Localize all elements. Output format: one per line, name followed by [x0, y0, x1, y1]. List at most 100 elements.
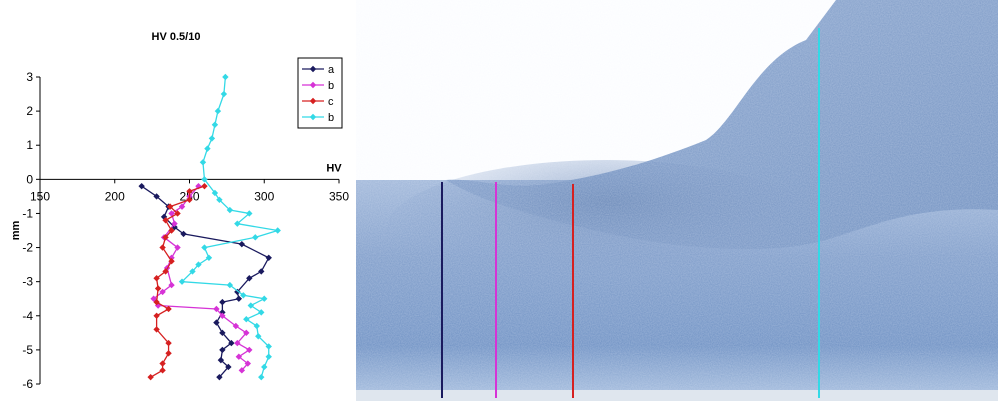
data-point: [178, 203, 186, 210]
series-4: [178, 73, 281, 381]
surface-texture: [356, 0, 998, 401]
data-point: [258, 373, 265, 381]
data-point: [219, 298, 226, 306]
legend-label: b: [328, 80, 334, 92]
data-point: [222, 73, 229, 81]
data-point: [165, 350, 172, 357]
indent-lines: [441, 28, 820, 398]
data-point: [247, 302, 254, 309]
legend-marker: [309, 65, 317, 73]
chart-axes: [39, 77, 339, 384]
data-point: [174, 210, 181, 217]
legend-item: c: [302, 96, 334, 108]
legend-box: [297, 57, 343, 129]
legend-label: a: [328, 64, 335, 76]
data-point: [214, 107, 222, 115]
series-3: [147, 182, 208, 381]
data-point: [162, 234, 169, 241]
data-point: [246, 210, 253, 217]
data-point: [162, 217, 169, 224]
data-point: [168, 254, 175, 261]
data-point: [261, 363, 268, 371]
data-point: [243, 315, 250, 323]
y-tick-label: 1: [26, 138, 33, 152]
y-tick-label: -4: [22, 309, 33, 323]
legend-item: a: [302, 64, 335, 76]
y-tick-label: 0: [26, 172, 33, 186]
data-point: [253, 322, 260, 330]
data-point: [208, 135, 216, 142]
data-point: [258, 309, 265, 316]
data-point: [153, 193, 160, 200]
data-point: [219, 312, 226, 319]
data-point: [258, 268, 265, 275]
y-tick-label: 3: [26, 70, 33, 84]
data-point: [189, 268, 196, 275]
data-point: [240, 292, 247, 299]
data-point: [201, 244, 208, 251]
y-tick-label: -3: [22, 275, 33, 289]
data-point: [166, 203, 174, 210]
data-point: [168, 227, 175, 234]
data-point: [235, 295, 243, 302]
data-point: [168, 210, 175, 217]
data-point: [153, 312, 160, 319]
series-group: [138, 73, 281, 381]
data-point: [220, 90, 228, 98]
data-point: [147, 373, 154, 381]
data-point: [246, 346, 253, 354]
series-line: [180, 76, 278, 378]
series-line: [152, 185, 251, 371]
data-point: [138, 182, 145, 190]
data-point: [232, 322, 240, 330]
data-point: [199, 159, 207, 166]
data-point: [234, 220, 241, 227]
series-line: [150, 185, 205, 378]
data-point: [201, 182, 208, 190]
data-point: [226, 281, 234, 289]
data-point: [235, 353, 243, 360]
legend-marker: [309, 113, 317, 121]
legend-label: b: [328, 112, 334, 124]
data-point: [228, 339, 235, 347]
data-point: [238, 240, 246, 248]
y-tick-label: -2: [22, 241, 33, 255]
data-point: [205, 254, 213, 261]
data-point: [195, 261, 202, 268]
data-point: [265, 254, 272, 261]
data-point: [243, 329, 250, 337]
data-point: [159, 288, 166, 296]
data-point: [165, 339, 172, 347]
data-point: [204, 145, 211, 152]
data-point: [261, 295, 268, 302]
data-point: [195, 182, 202, 190]
data-point: [219, 346, 226, 354]
data-point: [171, 220, 178, 227]
data-point: [216, 373, 223, 381]
data-point: [213, 319, 220, 326]
data-point: [174, 244, 181, 251]
data-point: [265, 353, 272, 360]
data-point: [211, 189, 219, 197]
data-point: [244, 360, 252, 367]
data-point: [234, 339, 241, 347]
y-ticks: 3 2 1 0 -1 -2 -3 -4 -5 -6: [22, 70, 40, 391]
data-point: [153, 275, 160, 282]
data-point: [265, 343, 272, 350]
data-point: [180, 230, 187, 238]
data-point: [201, 176, 208, 183]
y-tick-label: -6: [22, 377, 33, 391]
legend-item: b: [302, 80, 334, 92]
data-point: [168, 281, 175, 289]
x-tick-label: 350: [329, 189, 349, 203]
data-point: [238, 367, 246, 374]
weld-cross-section-photo: [356, 0, 998, 401]
y-axis-title: mm: [10, 221, 22, 241]
legend-label: c: [328, 96, 334, 108]
data-point: [255, 333, 262, 340]
data-point: [246, 275, 253, 282]
data-point: [153, 326, 160, 333]
data-point: [186, 188, 193, 195]
data-point: [216, 196, 223, 203]
